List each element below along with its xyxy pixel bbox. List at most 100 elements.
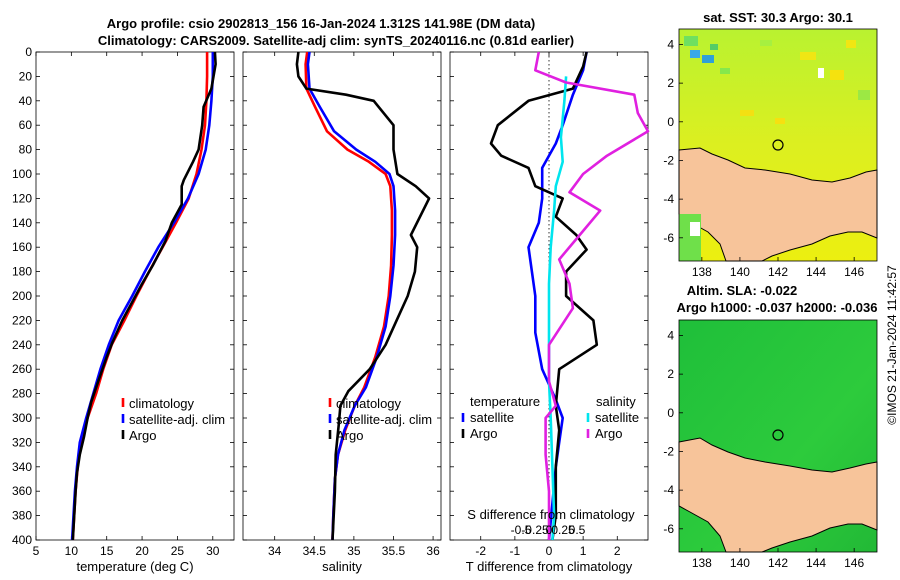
- sla-map-ytick-label: 0: [667, 406, 674, 420]
- sst-map-xtick-label: 146: [844, 265, 864, 279]
- depth-tick-label: 240: [12, 338, 32, 352]
- difference-series-s-argo: [533, 51, 650, 540]
- temperature-legend-label: Argo: [129, 428, 156, 443]
- salinity-legend-label: climatology: [336, 396, 402, 411]
- temperature-series-satellite-adj-clim: [70, 52, 215, 541]
- difference-series-s-satellite: [547, 76, 568, 541]
- temperature-xtick-label: 20: [135, 544, 149, 558]
- sla-map-xtick-label: 142: [768, 556, 788, 570]
- sla-map-ytick-label: -4: [663, 483, 674, 497]
- temperature-legend-label: climatology: [129, 396, 195, 411]
- salinity-panel: 34 34.5 35 35.5 36 salinity climatologysatelli…: [242, 51, 442, 574]
- diff-top-tick-label: -0.25: [521, 523, 549, 537]
- sst-map-title: sat. SST: 30.3 Argo: 30.1: [703, 10, 853, 25]
- difference-xlabel: T difference from climatology: [466, 559, 633, 574]
- difference-xtick-label: -2: [475, 544, 486, 558]
- salinity-legend-label: Argo: [336, 428, 363, 443]
- sla-map-ytick-label: 4: [667, 328, 674, 342]
- depth-tick-label: 340: [12, 460, 32, 474]
- difference-panel: -2 -1 0 1 2T difference from climatology temp…: [449, 51, 650, 574]
- sst-map-panel: sat. SST: 30.3 Argo: 30.1 138 140 142 144 14…: [663, 10, 878, 279]
- sla-map-land: [678, 437, 878, 553]
- diff-top-tick-label: 0.5: [569, 523, 586, 537]
- depth-tick-label: 60: [19, 118, 33, 132]
- sla-map-argo-marker: [772, 429, 784, 441]
- temperature-xtick-label: 10: [65, 544, 79, 558]
- difference-series-t-argo: [489, 51, 599, 541]
- sst-map-ytick-label: -4: [663, 192, 674, 206]
- depth-tick-label: 360: [12, 484, 32, 498]
- temperature-xtick-label: 30: [206, 544, 220, 558]
- depth-tick-label: 400: [12, 533, 32, 547]
- temperature-panel: 5 10 15 20 25 30 temperature (deg C) 0 20 40 60 80 1…: [12, 45, 235, 574]
- sst-map-ytick-label: -6: [663, 231, 674, 245]
- salinity-xtick-label: 34.5: [303, 544, 327, 558]
- sst-map-xtick-label: 144: [806, 265, 826, 279]
- sst-map-xtick-label: 138: [692, 265, 712, 279]
- sla-map-xtick-label: 146: [844, 556, 864, 570]
- sst-map-patches: [684, 36, 870, 124]
- temperature-xlabel: temperature (deg C): [76, 559, 193, 574]
- salinity-xtick-label: 35: [347, 544, 361, 558]
- depth-tick-label: 280: [12, 387, 32, 401]
- depth-tick-label: 220: [12, 313, 32, 327]
- depth-tick-label: 0: [25, 45, 32, 59]
- diff-legend-label: satellite: [595, 410, 639, 425]
- salinity-frame: [242, 51, 442, 541]
- sla-map-xtick-label: 138: [692, 556, 712, 570]
- depth-tick-label: 320: [12, 435, 32, 449]
- depth-tick-label: 80: [19, 143, 33, 157]
- difference-xtick-label: 1: [580, 544, 587, 558]
- salinity-xtick-label: 34: [268, 544, 282, 558]
- figure-title-line1: Argo profile: csio 2902813_156 16-Jan-20…: [107, 16, 536, 31]
- depth-tick-label: 200: [12, 289, 32, 303]
- figure-title-line2: Climatology: CARS2009. Satellite-adj cli…: [98, 33, 574, 48]
- depth-tick-label: 100: [12, 167, 32, 181]
- watermark: ©IMOS 21-Jan-2024 11:42:57: [885, 265, 899, 425]
- diff-top-tick-label: 0.25: [551, 523, 575, 537]
- depth-tick-label: 180: [12, 265, 32, 279]
- depth-tick-label: 160: [12, 240, 32, 254]
- sst-map-xtick-label: 142: [768, 265, 788, 279]
- sst-map-ytick-label: 0: [667, 115, 674, 129]
- sla-map-ytick-label: 2: [667, 367, 674, 381]
- salinity-series-climatology: [304, 51, 394, 541]
- sst-map-argo-marker: [772, 139, 784, 151]
- depth-tick-label: 260: [12, 362, 32, 376]
- sla-map-title-line1: Altim. SLA: -0.022: [687, 283, 798, 298]
- temperature-xtick-label: 5: [33, 544, 40, 558]
- difference-series-t-satellite: [527, 51, 588, 541]
- diff-legend-label: Argo: [470, 426, 497, 441]
- depth-tick-label: 40: [19, 94, 33, 108]
- temperature-xtick-label: 15: [100, 544, 114, 558]
- salinity-xtick-label: 36: [426, 544, 440, 558]
- sst-map-axes: 138 140 142 144 146 4 2 0 -2 -4 -6: [663, 37, 864, 279]
- depth-tick-label: 120: [12, 191, 32, 205]
- diff-legend-salinity-title: salinity: [596, 394, 636, 409]
- salinity-legend-label: satellite-adj. clim: [336, 412, 432, 427]
- diff-legend-label: satellite: [470, 410, 514, 425]
- diff-top-axis-label: S difference from climatology: [467, 507, 635, 522]
- difference-xtick-label: 2: [614, 544, 621, 558]
- depth-tick-label: 20: [19, 69, 33, 83]
- sst-map-ytick-label: 4: [667, 37, 674, 51]
- sst-map-xtick-label: 140: [730, 265, 750, 279]
- sla-map-ytick-label: -6: [663, 522, 674, 536]
- temperature-series-argo: [71, 51, 217, 541]
- depth-tick-label: 300: [12, 411, 32, 425]
- sst-map-white-gap: [690, 222, 700, 236]
- sla-map-xtick-label: 144: [806, 556, 826, 570]
- sla-map-panel: Altim. SLA: -0.022 Argo h1000: -0.037 h2…: [663, 283, 878, 570]
- sla-map-xtick-label: 140: [730, 556, 750, 570]
- difference-xtick-label: -1: [510, 544, 521, 558]
- sla-map-axes: 138 140 142 144 146 4 2 0 -2 -4 -6: [663, 328, 864, 570]
- sst-map-land: [678, 147, 878, 262]
- salinity-series-satellite-adj-clim: [306, 51, 397, 541]
- diff-legend-label: Argo: [595, 426, 622, 441]
- diff-legend-temperature-title: temperature: [470, 394, 540, 409]
- salinity-xlabel: salinity: [322, 559, 362, 574]
- depth-tick-label: 140: [12, 216, 32, 230]
- temperature-xtick-label: 25: [171, 544, 185, 558]
- temperature-legend-label: satellite-adj. clim: [129, 412, 225, 427]
- diff-top-tick-label: 0: [546, 523, 553, 537]
